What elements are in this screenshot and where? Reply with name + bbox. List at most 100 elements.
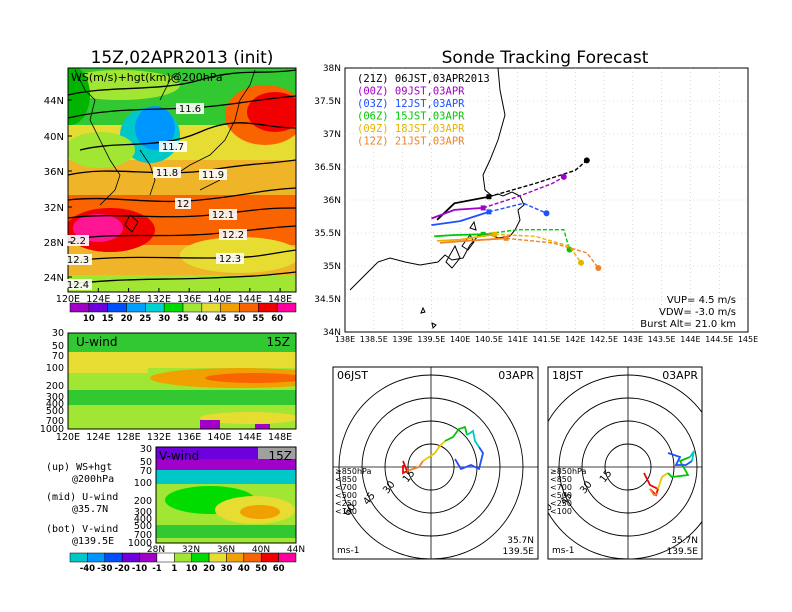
- contour-label: 12.3: [67, 255, 89, 266]
- track-line-dashed: [482, 176, 565, 209]
- wind-speed-field: [68, 68, 296, 292]
- hodograph-unit: ms-1: [552, 546, 574, 556]
- colorbar-swatch: [139, 552, 158, 563]
- x-tick-label: 132E: [147, 294, 171, 305]
- hodograph-level-legend: <100: [335, 507, 357, 516]
- x-tick-label: 40N: [252, 545, 270, 555]
- track-end-point: [595, 264, 602, 271]
- v-wind-frame: [155, 446, 297, 544]
- track-end-point: [543, 210, 550, 217]
- track-burst-marker: [492, 231, 498, 237]
- track-burst-marker: [486, 194, 492, 200]
- x-tick-label: 124E: [86, 294, 110, 305]
- x-tick-label: 148E: [268, 432, 292, 443]
- contour-label-bg: [67, 235, 89, 246]
- colorbar-label: 1: [171, 564, 177, 574]
- colorbar-label: 40: [196, 314, 208, 324]
- u-wind-field: [68, 333, 296, 429]
- track-x-tick-label: 138E: [335, 335, 355, 344]
- legend-bot-2: @139.5E: [72, 536, 114, 547]
- legend-up-1: (up) WS+hgt: [46, 462, 112, 473]
- contour-label-bg: [64, 254, 92, 265]
- pressure-tick-label: 400: [46, 399, 64, 410]
- track-param: Burst Alt= 21.0 km: [640, 319, 736, 330]
- v-wind-x-ticks: 28N 32N 36N 40N 44N: [147, 545, 305, 555]
- x-tick-label: 128E: [117, 432, 141, 443]
- colorbar-label: -1: [152, 564, 162, 574]
- hodograph-trace: [689, 450, 695, 462]
- hodograph-lat: 35.7N: [671, 536, 698, 546]
- coastlines: [74, 69, 256, 233]
- y-tick-label: 32N: [44, 203, 64, 214]
- colorbar-swatch: [243, 552, 262, 563]
- colorbar-swatch: [201, 302, 221, 313]
- hodograph-level-legend: <500: [335, 491, 357, 500]
- colorbar-label: 25: [139, 314, 151, 324]
- x-tick-label: 136E: [177, 432, 201, 443]
- pressure-tick-label: 300: [134, 507, 152, 518]
- legend-mid-2: @35.7N: [72, 504, 108, 515]
- x-tick-label: 136E: [177, 294, 201, 305]
- pressure-tick-label: 400: [134, 514, 152, 525]
- colorbar-label: 30: [221, 564, 233, 574]
- track-end-point: [578, 259, 585, 266]
- pressure-tick-label: 200: [46, 381, 64, 392]
- track-legend-entry: (09Z) 18JST,03APR: [357, 123, 465, 135]
- track-x-tick-label: 145E: [738, 335, 758, 344]
- panel-legend: (up) WS+hgt @200hPa (mid) U-wind @35.7N …: [46, 462, 118, 547]
- legend-mid-1: (mid) U-wind: [46, 492, 118, 503]
- track-burst-marker: [480, 205, 486, 211]
- hodograph-unit: ms-1: [337, 546, 359, 556]
- top-map-y-ticks: 44N 40N 36N 32N 28N 24N: [44, 96, 72, 284]
- track-line-solid: [431, 207, 484, 220]
- contour-label-bg: [64, 279, 92, 290]
- track-x-tick-label: 144E: [680, 335, 700, 344]
- colorbar-swatch: [208, 552, 227, 563]
- hodograph-trace: [402, 460, 409, 475]
- contour-labels: 11.6 11.7 11.8 11.9 12 12.1 12.2 12.3 2.2 12.3 12.…: [64, 103, 247, 291]
- contour-label-bg: [199, 169, 227, 180]
- hodograph-lon: 139.5E: [503, 547, 535, 557]
- x-tick-label: 32N: [182, 545, 200, 555]
- contour-label: 12: [177, 199, 190, 210]
- contour-label: 11.7: [162, 142, 184, 153]
- colorbar-swatch: [239, 302, 259, 313]
- hodograph-level-legend: <500: [550, 491, 572, 500]
- colorbar-swatch: [107, 302, 127, 313]
- y-tick-label: 28N: [44, 238, 64, 249]
- track-x-tick-label: 139.5E: [417, 335, 445, 344]
- track-burst-marker: [503, 235, 509, 241]
- hodograph-frame: [332, 366, 539, 560]
- x-tick-label: 144E: [238, 432, 262, 443]
- hodograph-level-legend: <100: [550, 507, 572, 516]
- track-x-tick-label: 141E: [508, 335, 528, 344]
- hodograph-level-legend: ≥850hPa: [335, 467, 372, 476]
- x-tick-label: 140E: [207, 294, 231, 305]
- track-x-tick-label: 144.5E: [705, 335, 733, 344]
- colorbar-label: -40: [80, 564, 95, 574]
- v-wind-field: [156, 447, 296, 543]
- hodograph-time: 06JST: [337, 369, 368, 382]
- x-tick-label: 124E: [86, 432, 110, 443]
- hodograph-trace: [454, 446, 484, 471]
- colorbar-swatch: [104, 552, 123, 563]
- hodograph-level-legend: <250: [335, 499, 357, 508]
- y-tick-label: 24N: [44, 273, 64, 284]
- pressure-tick-label: 30: [140, 444, 152, 455]
- hodograph-level-legend: <850: [335, 475, 357, 484]
- colorbar-label: 10: [186, 564, 198, 574]
- v-wind-panel: V-wind 15Z 3050701002003004005007001000 …: [128, 444, 305, 555]
- track-end-point: [560, 173, 567, 180]
- x-tick-label: 132E: [147, 432, 171, 443]
- colorbar-swatch: [145, 302, 165, 313]
- track-y-tick-label: 34N: [323, 328, 341, 338]
- colorbar-swatch: [69, 552, 88, 563]
- legend-up-2: @200hPa: [72, 474, 114, 485]
- track-legend-entry: (03Z) 12JST,03APR: [357, 98, 465, 110]
- track-line-dashed: [483, 229, 571, 250]
- x-tick-label: 44N: [287, 545, 305, 555]
- track-x-tick-label: 140E: [450, 335, 470, 344]
- hodograph-trace: [667, 456, 691, 478]
